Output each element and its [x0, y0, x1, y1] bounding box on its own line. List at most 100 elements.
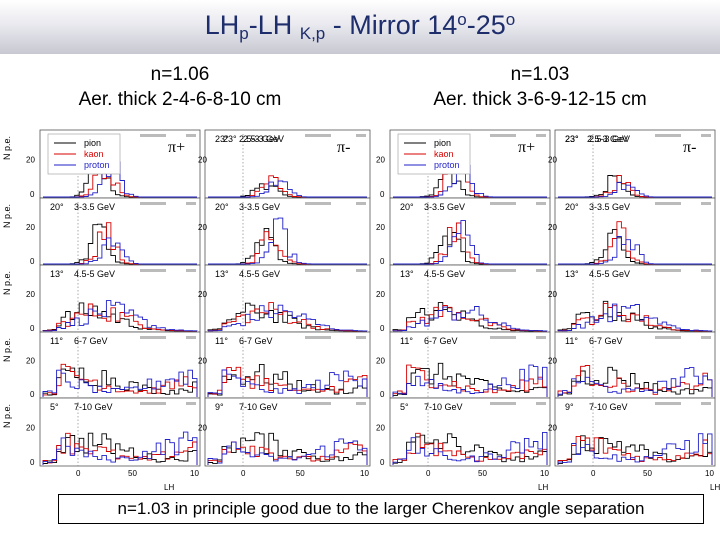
stat-box [356, 402, 366, 405]
legend-label-proton: proton [434, 160, 460, 170]
panel-frame [389, 264, 551, 333]
histogram-pion [557, 366, 713, 397]
histogram-pion [207, 432, 368, 465]
histogram-panel [554, 264, 716, 333]
y-tick-label: 20 [548, 156, 557, 165]
panel-frame [389, 397, 551, 467]
histogram-panel [389, 397, 551, 467]
histogram-pion [42, 432, 198, 465]
x-tick-label: 10 [540, 469, 549, 478]
stat-box [140, 269, 166, 272]
panel-momentum-label: 6-7 GeV [239, 336, 273, 346]
right-refractive-index: n=1.03 [510, 64, 570, 85]
left-refractive-index: n=1.06 [150, 64, 210, 85]
left-conditions: n=1.06 Aer. thick 2-4-6-8-10 cm [20, 62, 340, 112]
y-tick-label: 0 [30, 458, 35, 467]
panel-angle-label: 13° [565, 269, 579, 279]
stat-box [186, 269, 196, 272]
histogram-proton [393, 220, 547, 265]
y-tick-label: 0 [30, 190, 35, 199]
x-tick-label: 50 [643, 469, 652, 478]
stat-box [655, 402, 681, 405]
panel-momentum-label: 4.5-5 GeV [424, 269, 465, 279]
histogram-proton [558, 236, 712, 265]
histogram-proton [392, 431, 548, 465]
y-tick-label: 20 [548, 424, 557, 433]
panel-angle-label: 20° [565, 202, 579, 212]
panel-momentum-label: 7-10 GeV [589, 402, 628, 412]
panel-angle-label: 23° [565, 134, 579, 144]
y-tick-label: 0 [380, 190, 385, 199]
stat-box [305, 269, 331, 272]
stat-box [655, 134, 681, 137]
panel-momentum-label: 7-10 GeV [424, 402, 463, 412]
histogram-panel [39, 397, 201, 467]
panel-momentum-label: 6-7 GeV [424, 336, 458, 346]
panel-momentum-label: 6-7 GeV [74, 336, 108, 346]
panel-angle-label: 9° [565, 402, 574, 412]
y-tick-label: 20 [198, 290, 207, 299]
x-tick-label: 0 [426, 469, 431, 478]
x-axis-label: LH [710, 483, 720, 492]
stat-box [701, 402, 711, 405]
stat-box [536, 402, 546, 405]
histogram-panel [204, 197, 371, 266]
panel-angle-label: 23° [565, 134, 579, 144]
panel-momentum-label: 2.5-3 GeV [243, 134, 284, 144]
y-tick-label: 20 [376, 156, 385, 165]
right-conditions: n=1.03 Aer. thick 3-6-9-12-15 cm [380, 62, 700, 112]
stat-box [356, 202, 366, 205]
histogram-proton [42, 300, 198, 332]
panel-angle-label: 5° [400, 402, 409, 412]
histogram-proton [558, 182, 712, 198]
histogram-proton [43, 237, 197, 265]
panel-frame [39, 397, 201, 467]
y-tick-label: 0 [380, 257, 385, 266]
histogram-panel [554, 331, 716, 399]
panel-angle-label: 11° [565, 336, 578, 346]
histogram-proton [207, 304, 368, 332]
stat-box [490, 402, 516, 405]
stat-box [186, 336, 196, 339]
stat-box [186, 402, 196, 405]
stat-box [655, 336, 681, 339]
y-tick-label: 20 [198, 223, 207, 232]
particle-label: π+ [518, 139, 535, 156]
stat-box [140, 402, 166, 405]
stat-box [536, 336, 546, 339]
slide-title: LHp-LH K,p - Mirror 14o-25o [204, 10, 516, 43]
histogram-panel [204, 331, 371, 399]
y-tick-label: 20 [198, 156, 207, 165]
stat-box [490, 269, 516, 272]
x-tick-label: 50 [296, 469, 305, 478]
histogram-pion [557, 435, 713, 465]
stat-box [655, 269, 681, 272]
right-aerogel-thickness: Aer. thick 3-6-9-12-15 cm [433, 89, 647, 110]
panel-momentum-label: 7-10 GeV [74, 402, 113, 412]
stat-box [305, 402, 331, 405]
histogram-panel [39, 331, 201, 399]
histogram-pion [392, 362, 548, 397]
histogram-panel [39, 197, 201, 266]
panel-angle-label: 9° [215, 402, 224, 412]
stat-box [186, 202, 196, 205]
histogram-proton [208, 180, 367, 198]
panel-angle-label: 13° [50, 269, 64, 279]
panel-angle-label: 13° [215, 269, 229, 279]
y-tick-label: 20 [198, 424, 207, 433]
y-tick-label: 20 [376, 223, 385, 232]
x-axis-label: LH [164, 483, 174, 492]
y-tick-label: 20 [548, 223, 557, 232]
x-tick-label: 10 [705, 469, 714, 478]
stat-box [490, 336, 516, 339]
x-tick-label: 0 [591, 469, 596, 478]
histogram-panel [204, 397, 371, 467]
panel-momentum-label: 7-10 GeV [239, 402, 278, 412]
panel-angle-label: 11° [215, 336, 228, 346]
stat-box [305, 134, 331, 137]
y-tick-label: 20 [548, 357, 557, 366]
x-tick-label: 0 [76, 469, 81, 478]
panel-momentum-label: 3-3.5 GeV [239, 202, 280, 212]
histogram-kaon [392, 364, 548, 397]
legend-label-proton: proton [84, 160, 110, 170]
